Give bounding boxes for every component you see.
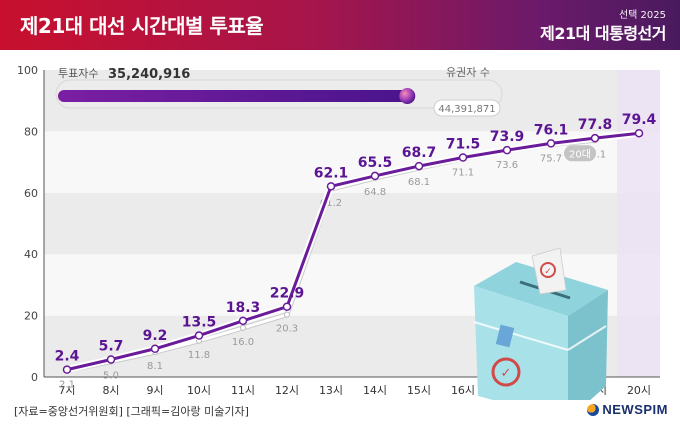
current-election-series: 2.4 5.7 9.2 13.5 18.3 22.9 62.1 65.5 68.7 71.5 73.… — [55, 112, 657, 374]
current-series-value-label: 79.4 — [622, 112, 657, 128]
current-series-point — [106, 355, 116, 364]
x-tick-label: 20시 — [627, 384, 651, 397]
previous-series-value-label: 68.1 — [408, 177, 430, 188]
current-series-point — [414, 161, 424, 171]
y-tick-label: 100 — [17, 64, 38, 77]
turnout-line-chart: 0 20 40 60 80 100 7시 8시 9시 10시 11시 12시 13시 14시 15시 16시… — [17, 64, 660, 400]
current-series-value-label: 65.5 — [358, 155, 393, 171]
current-series-point — [458, 153, 468, 162]
previous-series-point — [284, 311, 290, 318]
previous-series-value-label: 2.1 — [59, 380, 75, 391]
svg-text:✓: ✓ — [501, 366, 512, 381]
current-series-point — [634, 128, 644, 138]
x-tick-label: 16시 — [451, 384, 475, 397]
voter-count-bar: 투표자수 35,240,916 유권자 수 44,391,871 — [55, 66, 503, 117]
brand-title: 제21대 대통령선거 — [540, 24, 666, 43]
previous-series-value-label: 11.8 — [188, 350, 210, 361]
current-series-value-label: 13.5 — [182, 315, 217, 331]
grid-band — [44, 192, 660, 255]
y-tick-label: 40 — [24, 248, 38, 261]
x-tick-label: 7시 — [58, 384, 75, 397]
logo-mark-icon — [587, 404, 600, 416]
voter-count-value: 35,240,916 — [108, 67, 190, 82]
current-series-point — [194, 331, 204, 340]
current-series-point — [282, 302, 292, 311]
current-series-point — [370, 171, 380, 181]
current-series-point — [150, 344, 160, 354]
x-tick-label: 13시 — [319, 384, 343, 397]
x-tick-label: 10시 — [187, 384, 211, 397]
previous-series-point — [240, 324, 246, 331]
previous-series-value-label: 5.0 — [103, 371, 119, 382]
current-series-value-label: 73.9 — [490, 129, 525, 145]
current-series-point — [62, 365, 72, 374]
current-series-value-label: 2.4 — [55, 349, 80, 365]
current-series-value-label: 9.2 — [143, 328, 168, 344]
x-tick-label: 9시 — [146, 384, 163, 397]
previous-series-value-label: 61.2 — [320, 198, 342, 209]
electorate-label: 유권자 수 — [446, 66, 490, 79]
previous-series-value-label: 8.1 — [147, 361, 163, 372]
voter-count-knob — [399, 88, 416, 104]
voter-count-fill — [58, 90, 408, 102]
y-axis: 0 20 40 60 80 100 — [17, 64, 660, 384]
electorate-value: 44,391,871 — [438, 104, 495, 115]
x-tick-label: 15시 — [407, 384, 431, 397]
current-series-point — [546, 139, 556, 148]
logo-text: NEWSPIM — [602, 402, 668, 417]
current-series-value-label: 22.9 — [270, 286, 305, 302]
current-series-value-label: 5.7 — [99, 339, 124, 355]
previous-series-tag-bg — [564, 145, 596, 162]
current-series-value-label: 68.7 — [402, 145, 437, 161]
current-series-point — [502, 145, 512, 155]
y-tick-label: 0 — [31, 371, 38, 384]
current-series-value-label: 77.8 — [578, 117, 613, 133]
previous-series-value-label: 75.7 — [540, 154, 562, 165]
x-tick-label: 12시 — [275, 384, 299, 397]
y-tick-label: 20 — [24, 310, 38, 323]
voter-count-label: 투표자수 — [58, 67, 98, 80]
newspim-logo: NEWSPIM — [587, 402, 668, 417]
current-series-value-label: 18.3 — [226, 300, 261, 316]
current-series-line — [66, 131, 640, 372]
x-tick-label: 14시 — [363, 384, 387, 397]
current-series-value-label: 76.1 — [534, 122, 569, 138]
previous-series-value-label: 71.1 — [452, 168, 474, 179]
previous-series-value-label: 20.3 — [276, 324, 298, 335]
previous-series-value-label: 73.6 — [496, 160, 518, 171]
header-banner: 제21대 대선 시간대별 투표율 선택 2025 제21대 대통령선거 — [0, 0, 680, 50]
current-series-point — [590, 133, 600, 143]
current-series-point — [326, 182, 336, 191]
previous-series-value-label: 64.8 — [364, 187, 386, 198]
x-tick-label: 11시 — [231, 384, 255, 397]
brand-subtitle: 선택 2025 — [618, 10, 666, 21]
ballot-box-illustration: ✓ ✓ — [473, 247, 608, 400]
previous-series-value-label: 16.0 — [232, 337, 254, 348]
page-title: 제21대 대선 시간대별 투표율 — [20, 14, 264, 38]
source-credit: [자료=중앙선거위원회] [그래픽=김아랑 미술기자] — [14, 405, 249, 418]
svg-text:✓: ✓ — [544, 267, 552, 277]
current-series-point — [238, 316, 248, 326]
current-series-value-label: 71.5 — [446, 136, 481, 152]
previous-series-name-label: 20대 — [569, 148, 591, 160]
highlight-column — [617, 70, 660, 377]
x-tick-label: 8시 — [102, 384, 119, 397]
y-tick-label: 80 — [24, 125, 38, 138]
y-tick-label: 60 — [24, 187, 38, 200]
current-series-value-label: 62.1 — [314, 165, 349, 181]
